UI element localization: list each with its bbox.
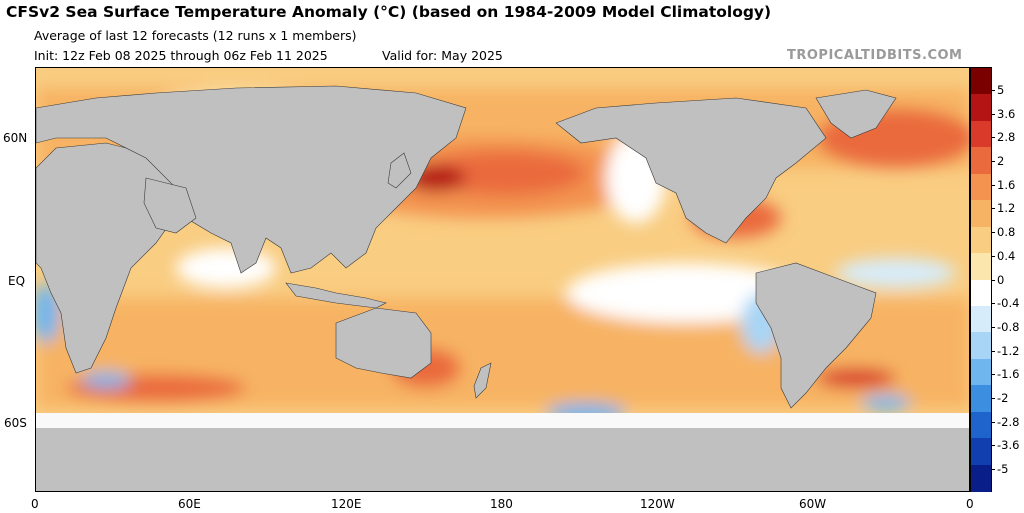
lon-label-0: 0 [31,497,39,511]
colorbar-segment [971,173,991,201]
colorbar-tick-label: 2.8 [997,130,1016,145]
colorbar-tick-label: 1.2 [997,201,1016,216]
lon-label-120w: 120W [640,497,675,511]
colorbar-tick-label: 3.6 [997,106,1016,121]
lon-label-120e: 120E [331,497,362,511]
colorbar-tick-label: -1.2 [997,343,1020,358]
colorbar-tick [991,255,995,257]
colorbar-tick [991,445,995,447]
map-title: CFSv2 Sea Surface Temperature Anomaly (°… [6,3,772,21]
colorbar-tick [991,113,995,115]
colorbar-segment [971,464,991,492]
colorbar-tick-label: -2 [997,390,1009,405]
colorbar-segment [971,226,991,254]
lon-label-60e: 60E [178,497,201,511]
land-eurasia [36,85,467,274]
map-canvas [36,68,969,491]
colorbar-tick-label: -3.6 [997,438,1020,453]
land-australia [335,307,432,379]
colorbar-segment [971,438,991,466]
continents [36,85,897,409]
colorbar-tick-label: -2.8 [997,414,1020,429]
colorbar-segment [971,200,991,228]
colorbar-tick-label: -5 [997,462,1009,476]
colorbar-tick-label: -0.8 [997,319,1020,334]
colorbar-segment [971,332,991,360]
land-south-america [755,262,877,409]
colorbar-tick [991,184,995,186]
land-arabia [143,177,197,234]
colorbar-segment [971,147,991,175]
colorbar-tick-label: 2 [997,154,1005,169]
colorbar-segment [971,358,991,386]
colorbar-tick [991,397,995,399]
colorbar-tick [991,421,995,423]
colorbar-segment [971,305,991,333]
colorbar-tick-label: -1.6 [997,367,1020,382]
colorbar-segment [971,385,991,413]
colorbar-tick [991,232,995,234]
colorbar-tick [991,90,995,91]
lat-label-60n: 60N [3,131,28,145]
colorbar-tick-label: 0 [997,272,1005,287]
colorbar-tick [991,279,995,281]
land-north-america [555,97,827,244]
colorbar-tick [991,303,995,305]
sst-anomaly-map [35,67,970,492]
land-new-zealand [473,362,492,399]
colorbar-tick [991,208,995,210]
source-credit: TROPICALTIDBITS.COM [787,48,963,63]
lon-label-180: 180 [490,497,513,511]
colorbar-tick [991,137,995,139]
colorbar-tick-label: -0.4 [997,296,1020,311]
lon-label-0-east: 0 [966,497,974,511]
forecast-description: Average of last 12 forecasts (12 runs x … [34,28,357,43]
land-japan [387,152,412,189]
colorbar-tick [991,374,995,376]
colorbar-segment [971,68,991,95]
land-indonesia [285,282,387,309]
colorbar-tick-label: 0.8 [997,225,1016,240]
colorbar-segment [971,253,991,280]
lat-label-eq: EQ [8,274,26,288]
colorbar-tick [991,469,995,470]
land-antarctica [36,413,969,491]
colorbar-segment [971,94,991,122]
colorbar-tick [991,350,995,352]
colorbar-tick-label: 0.4 [997,248,1016,263]
colorbar-tick-label: 5 [997,83,1005,97]
lon-label-60w: 60W [799,497,827,511]
colorbar-segment [971,120,991,148]
init-time: Init: 12z Feb 08 2025 through 06z Feb 11… [34,48,328,63]
colorbar [970,67,992,492]
lat-label-60s: 60S [4,416,27,430]
colorbar-segment [971,279,991,307]
colorbar-tick [991,326,995,328]
colorbar-tick [991,161,995,163]
land-greenland [815,89,897,139]
colorbar-tick-label: 1.6 [997,177,1016,192]
valid-time: Valid for: May 2025 [382,48,503,63]
colorbar-segment [971,411,991,439]
